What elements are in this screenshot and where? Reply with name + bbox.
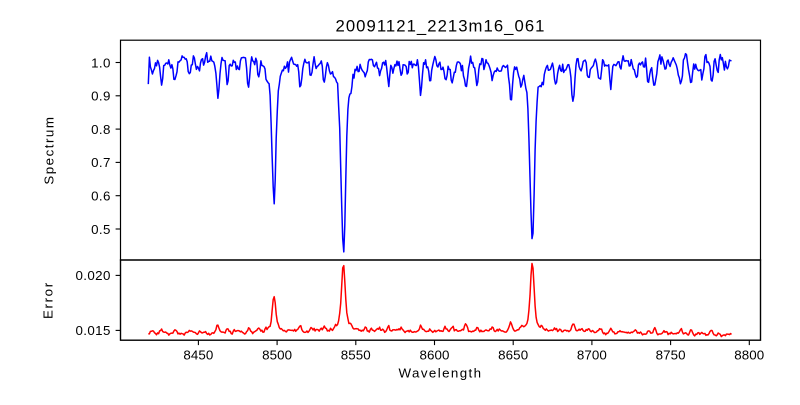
svg-text:Spectrum: Spectrum [41,116,56,185]
svg-text:0.015: 0.015 [75,323,110,338]
svg-text:8550: 8550 [341,348,371,363]
svg-text:0.9: 0.9 [91,89,111,104]
svg-text:8700: 8700 [577,348,607,363]
svg-text:0.5: 0.5 [91,222,111,237]
svg-text:8450: 8450 [183,348,213,363]
svg-text:8600: 8600 [419,348,449,363]
svg-text:Wavelength: Wavelength [399,366,483,381]
svg-text:Error: Error [40,281,55,319]
svg-text:8650: 8650 [498,348,528,363]
svg-text:20091121_2213m16_061: 20091121_2213m16_061 [336,16,546,35]
svg-text:1.0: 1.0 [91,55,111,70]
svg-text:8750: 8750 [656,348,686,363]
svg-text:8800: 8800 [734,348,764,363]
svg-text:0.020: 0.020 [75,268,110,283]
svg-text:0.6: 0.6 [91,189,111,204]
svg-text:8500: 8500 [262,348,292,363]
svg-text:0.7: 0.7 [91,155,111,170]
svg-text:0.8: 0.8 [91,122,111,137]
